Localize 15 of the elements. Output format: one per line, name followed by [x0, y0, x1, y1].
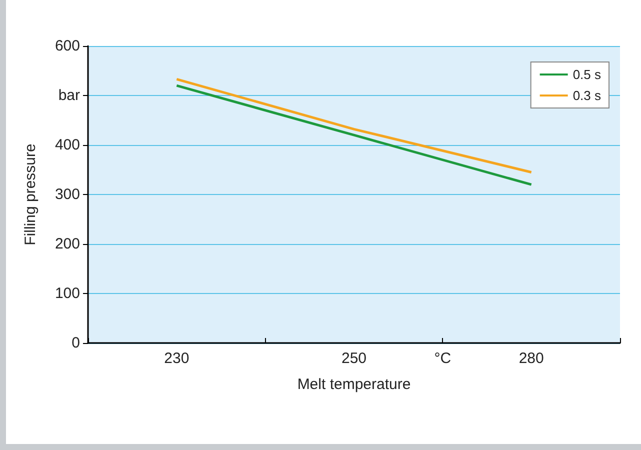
y-axis-title: Filling pressure [22, 144, 39, 246]
x-tick-label: 250 [341, 350, 367, 367]
y-tick-label: 300 [54, 186, 80, 203]
y-tick-label: bar [58, 87, 80, 104]
y-tick-label: 400 [54, 136, 80, 154]
x-axis-title: Melt temperature [297, 376, 411, 393]
legend-label: 0.5 s [572, 67, 602, 82]
x-tick-label: 230 [164, 350, 190, 367]
y-tick-label: 100 [54, 285, 80, 302]
text: °C [434, 350, 452, 367]
legend-label: 0.3 s [572, 88, 602, 103]
y-tick-label: 600 [54, 38, 80, 54]
x-tick-label: 280 [518, 350, 544, 367]
y-tick-label: 200 [54, 236, 80, 252]
y-tick-label: 0 [72, 334, 80, 352]
